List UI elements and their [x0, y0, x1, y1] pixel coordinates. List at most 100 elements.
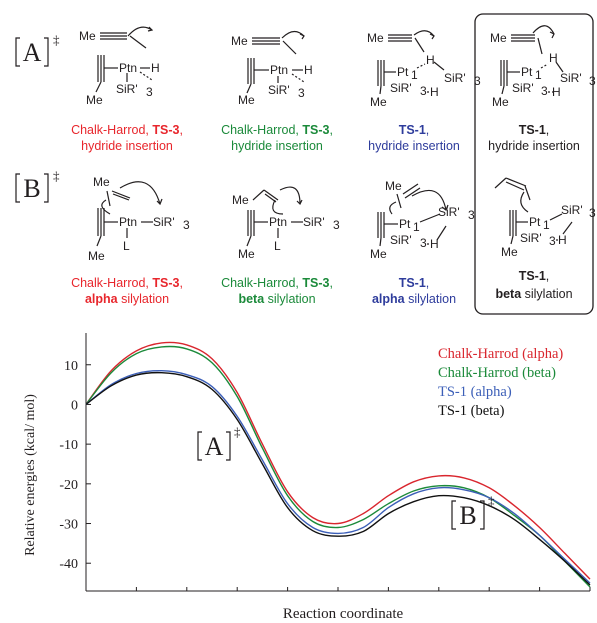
svg-text:alpha silylation: alpha silylation: [85, 292, 169, 306]
svg-text:Pt: Pt: [399, 217, 411, 231]
svg-text:Ptn: Ptn: [119, 61, 137, 75]
svg-text:Pt: Pt: [529, 215, 541, 229]
y-tick-label: 10: [64, 359, 78, 374]
svg-text:‡: ‡: [234, 424, 241, 439]
svg-text:B: B: [459, 501, 476, 530]
structures-panel: A ‡ B ‡ Me Ptn H SiR' 3 Me Me Ptn H: [15, 13, 596, 315]
svg-text:H: H: [426, 53, 435, 67]
svg-text:3: 3: [420, 236, 427, 250]
chart-series: [85, 341, 591, 588]
svg-text:TS-1,: TS-1,: [399, 123, 430, 137]
svg-text:Me: Me: [79, 29, 96, 43]
y-tick-label: 0: [71, 398, 78, 413]
series-line-chalk-harrod-beta: [85, 345, 591, 588]
chart-axes: [85, 333, 591, 592]
panel-label-b: B ‡: [15, 168, 60, 203]
series-line-ts-1-alpha: [85, 369, 591, 584]
svg-text:Me: Me: [238, 93, 255, 107]
svg-text:hydride insertion: hydride insertion: [81, 139, 173, 153]
caption-a3: TS-1, hydride insertion: [368, 123, 460, 153]
svg-text:Me: Me: [492, 95, 509, 109]
svg-text:Me: Me: [385, 179, 402, 193]
structure-b1: Me Ptn SiR' 3 L Me: [88, 175, 190, 263]
svg-text:SiR': SiR': [390, 233, 412, 247]
structure-b4: Pt 1 SiR' 3 SiR' 3 H Me: [494, 177, 596, 259]
caption-a2: Chalk-Harrod, TS-3, hydride insertion: [221, 123, 333, 153]
svg-text:SiR': SiR': [520, 231, 542, 245]
svg-text:hydride insertion: hydride insertion: [231, 139, 323, 153]
caption-b3: TS-1, alpha silylation: [372, 276, 456, 306]
svg-text:H: H: [552, 85, 561, 99]
svg-text:H: H: [549, 51, 558, 65]
caption-a4: TS-1, hydride insertion: [488, 123, 580, 153]
svg-text:SiR': SiR': [268, 83, 290, 97]
svg-text:beta silylation: beta silylation: [495, 287, 572, 301]
svg-text:SiR': SiR': [438, 205, 460, 219]
svg-text:SiR': SiR': [153, 215, 175, 229]
ts1-beta-highlight-box: [474, 13, 594, 315]
svg-text:3: 3: [589, 74, 596, 88]
svg-text:Me: Me: [238, 247, 255, 261]
svg-text:3: 3: [474, 74, 481, 88]
y-tick-label: -20: [59, 478, 78, 493]
legend-entry: Chalk-Harrod (alpha): [438, 346, 563, 362]
svg-text:H: H: [151, 61, 160, 75]
structure-b2: Me Ptn SiR' 3 L Me: [232, 186, 340, 261]
svg-text:SiR': SiR': [560, 71, 582, 85]
legend-entry: TS-1 (beta): [438, 403, 505, 419]
structure-b3: Me Pt 1 SiR' 3 SiR' 3 H Me: [370, 179, 475, 261]
svg-text:3: 3: [183, 218, 190, 232]
caption-b1: Chalk-Harrod, TS-3, alpha silylation: [71, 276, 183, 306]
svg-text:SiR': SiR': [561, 203, 583, 217]
svg-text:3: 3: [333, 218, 340, 232]
svg-text:A: A: [23, 38, 42, 67]
svg-text:Chalk-Harrod, TS-3,: Chalk-Harrod, TS-3,: [221, 123, 333, 137]
series-line-chalk-harrod-alpha: [85, 341, 591, 580]
annotation-b: B ‡: [451, 493, 495, 530]
series-line-ts-1-beta: [85, 371, 591, 586]
svg-text:‡: ‡: [53, 32, 60, 47]
y-tick-label: -30: [59, 518, 78, 533]
svg-text:3: 3: [589, 206, 596, 220]
svg-text:3: 3: [146, 85, 153, 99]
chart-legend: Chalk-Harrod (alpha) Chalk-Harrod (beta) T…: [438, 346, 563, 419]
svg-text:L: L: [274, 239, 281, 253]
energy-profile-chart: 100-10-20-30-40 Chalk-Harrod (alpha)Chal…: [23, 333, 591, 622]
svg-text:Pt: Pt: [521, 65, 533, 79]
svg-text:TS-1,: TS-1,: [519, 269, 550, 283]
svg-text:1: 1: [413, 220, 420, 234]
svg-text:3: 3: [298, 86, 305, 100]
svg-text:1: 1: [543, 218, 550, 232]
svg-text:1: 1: [535, 68, 542, 82]
structure-a3: Me Pt 1 H SiR' 3 SiR' 3 H Me: [367, 30, 481, 109]
svg-text:Chalk-Harrod, TS-3,: Chalk-Harrod, TS-3,: [221, 276, 333, 290]
y-tick-labels: 10 0 -10 -20 -30 -40: [59, 359, 78, 572]
svg-text:1: 1: [411, 68, 418, 82]
caption-b4: TS-1, beta silylation: [495, 269, 572, 301]
svg-text:alpha silylation: alpha silylation: [372, 292, 456, 306]
svg-text:H: H: [558, 233, 567, 247]
svg-text:hydride insertion: hydride insertion: [488, 139, 580, 153]
svg-text:B: B: [23, 174, 40, 203]
svg-text:L: L: [123, 239, 130, 253]
svg-text:TS-1,: TS-1,: [399, 276, 430, 290]
caption-b2: Chalk-Harrod, TS-3, beta silylation: [221, 276, 333, 306]
svg-text:beta silylation: beta silylation: [238, 292, 315, 306]
svg-text:Me: Me: [501, 245, 518, 259]
svg-text:Me: Me: [370, 247, 387, 261]
x-axis-label: Reaction coordinate: [283, 606, 404, 622]
svg-text:H: H: [304, 63, 313, 77]
svg-text:A: A: [205, 432, 224, 461]
svg-text:Me: Me: [370, 95, 387, 109]
svg-text:Pt: Pt: [397, 65, 409, 79]
structure-a2: Me Ptn H SiR' 3 Me: [231, 30, 313, 107]
panel-label-a: A ‡: [15, 32, 60, 67]
svg-text:3: 3: [541, 84, 548, 98]
svg-text:Me: Me: [88, 249, 105, 263]
legend-entry: TS-1 (alpha): [438, 384, 512, 400]
svg-text:3: 3: [420, 84, 427, 98]
y-tick-label: -10: [59, 438, 78, 453]
svg-text:Me: Me: [232, 193, 249, 207]
legend-entry: Chalk-Harrod (beta): [438, 365, 556, 381]
caption-a1: Chalk-Harrod, TS-3, hydride insertion: [71, 123, 183, 153]
